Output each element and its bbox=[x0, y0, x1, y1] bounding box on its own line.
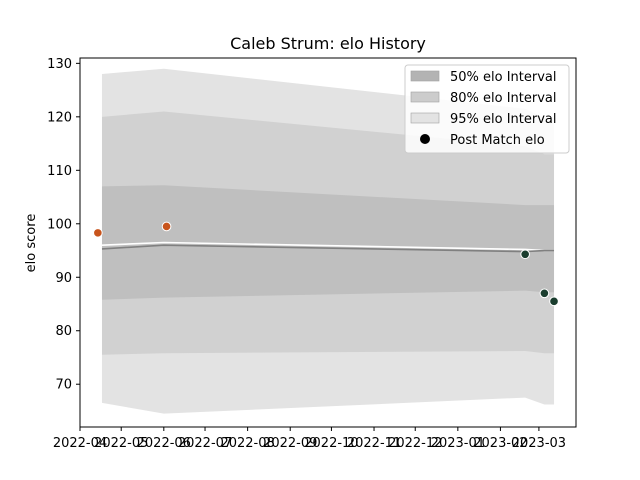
post-match-elo-point bbox=[161, 221, 172, 232]
x-tick-label: 2022-08 bbox=[220, 436, 274, 451]
post-match-elo-point bbox=[539, 288, 550, 299]
x-tick-label: 2023-01 bbox=[431, 436, 485, 451]
y-tick-label: 110 bbox=[47, 164, 72, 179]
x-tick-label: 2022-10 bbox=[304, 436, 358, 451]
x-tick-label: 2022-11 bbox=[347, 436, 401, 451]
legend-label: 95% elo Interval bbox=[450, 112, 557, 127]
y-tick-label: 70 bbox=[55, 378, 72, 393]
y-tick-label: 80 bbox=[55, 324, 72, 339]
legend-swatch bbox=[410, 112, 440, 124]
y-tick-label: 90 bbox=[55, 271, 72, 286]
band-50-interval bbox=[101, 185, 555, 300]
x-tick-label: 2023-02 bbox=[473, 436, 527, 451]
x-tick-label: 2022-04 bbox=[53, 436, 107, 451]
y-axis-label: elo score bbox=[24, 214, 39, 273]
legend-swatch bbox=[410, 70, 440, 82]
legend-swatch bbox=[410, 91, 440, 103]
y-tick-label: 120 bbox=[47, 110, 72, 125]
legend-label: Post Match elo bbox=[450, 133, 545, 148]
legend-box bbox=[404, 64, 570, 154]
y-axis: 70 80 90 100 110 120 130 bbox=[47, 57, 80, 393]
y-tick-label: 130 bbox=[47, 57, 72, 72]
x-tick-label: 2022-06 bbox=[137, 436, 191, 451]
chart-title: Caleb Strum: elo History bbox=[230, 34, 426, 53]
legend-label: 80% elo Interval bbox=[450, 91, 557, 106]
legend-label: 50% elo Interval bbox=[450, 70, 557, 85]
post-match-elo-point bbox=[549, 296, 559, 307]
x-tick-label: 2022-09 bbox=[263, 436, 317, 451]
post-match-elo-point bbox=[93, 228, 103, 238]
x-tick-label: 2022-12 bbox=[388, 436, 442, 451]
legend-marker bbox=[420, 134, 430, 144]
x-axis: 2022-042022-052022-062022-072022-082022-… bbox=[53, 427, 566, 451]
y-tick-label: 100 bbox=[47, 217, 72, 232]
x-tick-label: 2023-03 bbox=[512, 436, 566, 451]
axes-frame bbox=[79, 57, 577, 428]
post-match-elo-point bbox=[520, 249, 530, 260]
plot-area bbox=[93, 68, 559, 414]
legend: 50% elo Interval 80% elo Interval 95% elo … bbox=[404, 64, 570, 154]
x-tick-label: 2022-07 bbox=[178, 436, 232, 451]
x-tick-label: 2022-05 bbox=[94, 436, 148, 451]
